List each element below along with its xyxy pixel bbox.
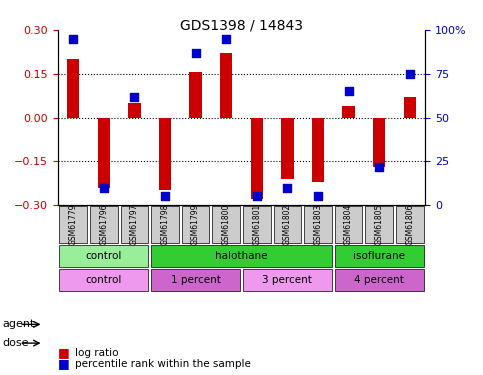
Point xyxy=(222,36,230,42)
Bar xyxy=(404,97,416,117)
Text: GSM61797: GSM61797 xyxy=(130,204,139,245)
FancyBboxPatch shape xyxy=(335,206,362,243)
Bar xyxy=(342,106,355,117)
Text: ■: ■ xyxy=(58,346,70,359)
Point xyxy=(314,193,322,199)
Text: isoflurane: isoflurane xyxy=(353,251,405,261)
Point xyxy=(192,50,199,56)
FancyBboxPatch shape xyxy=(366,206,393,243)
Text: 1 percent: 1 percent xyxy=(170,275,221,285)
Text: GSM61806: GSM61806 xyxy=(405,204,414,245)
Point xyxy=(70,36,77,42)
FancyBboxPatch shape xyxy=(335,245,424,267)
Text: halothane: halothane xyxy=(215,251,268,261)
Text: log ratio: log ratio xyxy=(75,348,118,357)
Text: GSM61802: GSM61802 xyxy=(283,204,292,245)
Point xyxy=(345,88,353,94)
Text: GSM61803: GSM61803 xyxy=(313,204,323,245)
FancyBboxPatch shape xyxy=(335,269,424,291)
Point xyxy=(375,164,383,170)
Text: percentile rank within the sample: percentile rank within the sample xyxy=(75,359,251,369)
Point xyxy=(130,93,138,99)
Bar xyxy=(98,117,110,188)
FancyBboxPatch shape xyxy=(151,206,179,243)
Bar xyxy=(251,117,263,199)
Text: GSM61779: GSM61779 xyxy=(69,204,78,245)
Bar xyxy=(128,103,141,117)
FancyBboxPatch shape xyxy=(59,206,87,243)
Bar xyxy=(189,72,202,117)
FancyBboxPatch shape xyxy=(182,206,210,243)
Point xyxy=(284,184,291,190)
Point xyxy=(253,193,261,199)
Bar xyxy=(373,117,385,167)
Text: 4 percent: 4 percent xyxy=(354,275,404,285)
Text: control: control xyxy=(85,251,122,261)
Point xyxy=(100,184,108,190)
FancyBboxPatch shape xyxy=(59,245,148,267)
FancyBboxPatch shape xyxy=(90,206,118,243)
Text: GSM61798: GSM61798 xyxy=(160,204,170,245)
Text: GSM61800: GSM61800 xyxy=(222,204,231,245)
Text: GSM61799: GSM61799 xyxy=(191,204,200,245)
FancyBboxPatch shape xyxy=(121,206,148,243)
FancyBboxPatch shape xyxy=(243,269,332,291)
Point xyxy=(406,71,413,77)
FancyBboxPatch shape xyxy=(304,206,332,243)
Text: GDS1398 / 14843: GDS1398 / 14843 xyxy=(180,19,303,33)
FancyBboxPatch shape xyxy=(151,269,240,291)
Point xyxy=(161,193,169,199)
Text: control: control xyxy=(85,275,122,285)
FancyBboxPatch shape xyxy=(274,206,301,243)
FancyBboxPatch shape xyxy=(396,206,424,243)
Text: GSM61805: GSM61805 xyxy=(375,204,384,245)
Bar xyxy=(67,59,79,117)
Bar xyxy=(220,53,232,117)
FancyBboxPatch shape xyxy=(151,245,332,267)
Text: 3 percent: 3 percent xyxy=(262,275,313,285)
Bar xyxy=(312,117,324,182)
Text: agent: agent xyxy=(2,320,35,329)
Text: dose: dose xyxy=(2,338,29,348)
Text: GSM61804: GSM61804 xyxy=(344,204,353,245)
Text: GSM61796: GSM61796 xyxy=(99,204,108,245)
FancyBboxPatch shape xyxy=(59,269,148,291)
Text: GSM61801: GSM61801 xyxy=(252,204,261,245)
Bar xyxy=(159,117,171,190)
Text: ■: ■ xyxy=(58,357,70,370)
FancyBboxPatch shape xyxy=(213,206,240,243)
Bar xyxy=(281,117,294,179)
FancyBboxPatch shape xyxy=(243,206,270,243)
